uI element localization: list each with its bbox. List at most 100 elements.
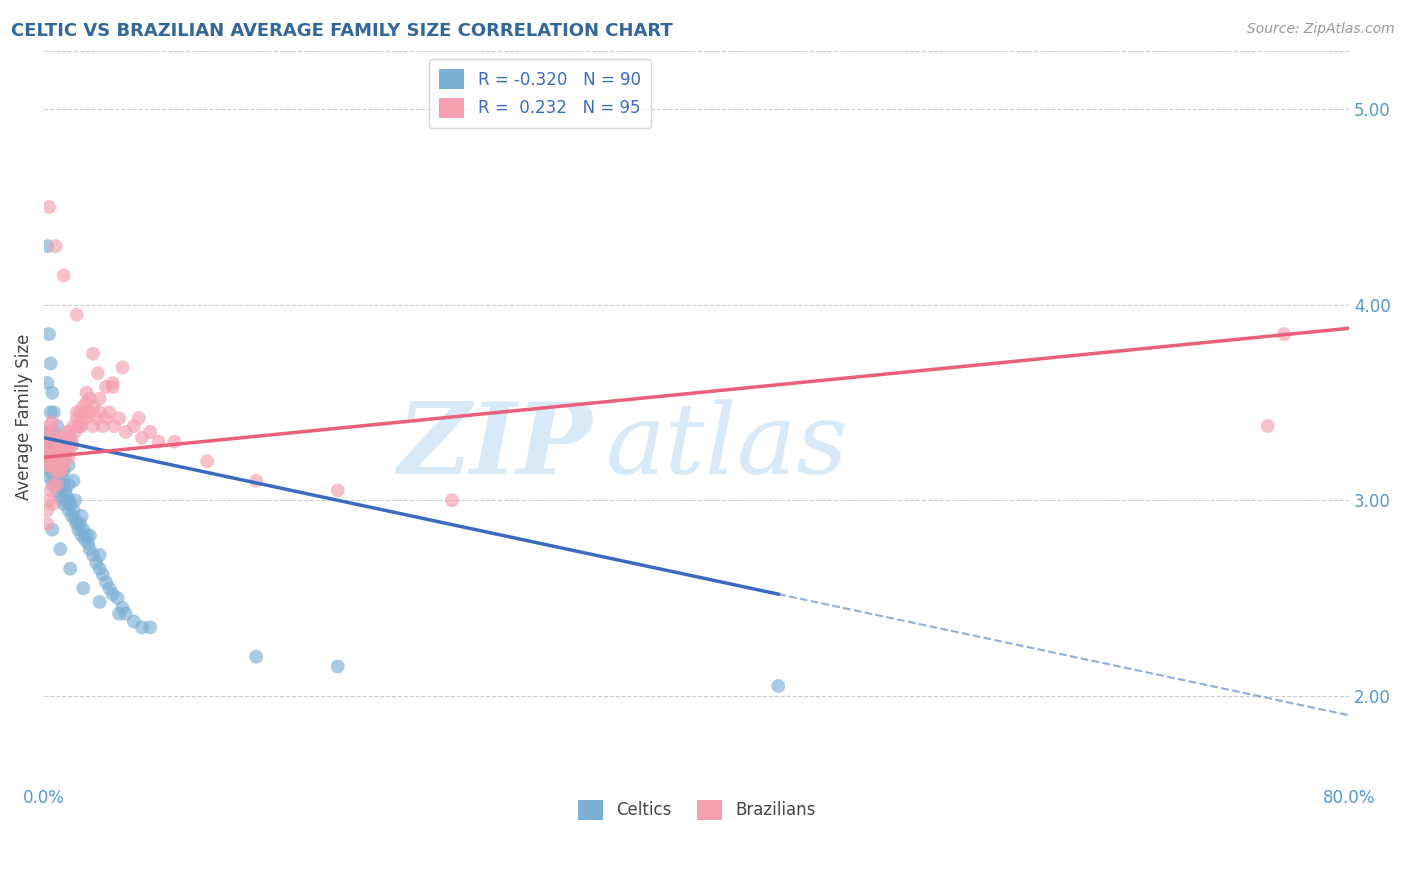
Point xyxy=(66,308,89,322)
Point xyxy=(66,516,89,531)
Point xyxy=(94,411,117,425)
Point xyxy=(51,470,73,484)
Point xyxy=(42,444,65,458)
Point xyxy=(38,493,60,508)
Point xyxy=(49,464,72,478)
Point xyxy=(49,489,72,503)
Point xyxy=(63,425,86,439)
Point xyxy=(49,542,72,557)
Point xyxy=(52,444,75,458)
Text: CELTIC VS BRAZILIAN AVERAGE FAMILY SIZE CORRELATION CHART: CELTIC VS BRAZILIAN AVERAGE FAMILY SIZE … xyxy=(11,22,673,40)
Point xyxy=(44,450,66,465)
Point xyxy=(139,425,162,439)
Point xyxy=(87,366,110,380)
Point xyxy=(62,503,84,517)
Point xyxy=(58,425,80,439)
Point xyxy=(38,419,60,434)
Point xyxy=(48,464,70,478)
Text: atlas: atlas xyxy=(606,399,848,494)
Point xyxy=(77,405,100,419)
Point xyxy=(48,444,70,458)
Point xyxy=(48,477,70,491)
Point xyxy=(58,503,80,517)
Point xyxy=(440,493,463,508)
Point xyxy=(46,434,69,449)
Point xyxy=(768,679,790,693)
Point xyxy=(53,483,76,498)
Point xyxy=(39,450,62,465)
Point xyxy=(42,470,65,484)
Point xyxy=(108,411,131,425)
Point xyxy=(59,562,82,576)
Point xyxy=(89,595,111,609)
Point xyxy=(39,425,62,439)
Point xyxy=(58,450,80,465)
Point xyxy=(56,489,79,503)
Point xyxy=(38,458,60,472)
Point xyxy=(60,438,83,452)
Point xyxy=(37,458,59,472)
Point xyxy=(39,450,62,465)
Point xyxy=(245,474,267,488)
Point xyxy=(38,327,60,342)
Point xyxy=(91,567,114,582)
Point xyxy=(70,508,93,523)
Point xyxy=(38,431,60,445)
Point xyxy=(46,454,69,468)
Point xyxy=(49,434,72,449)
Point xyxy=(41,438,63,452)
Point xyxy=(58,425,80,439)
Point xyxy=(53,438,76,452)
Point xyxy=(79,542,101,557)
Point xyxy=(77,536,100,550)
Point xyxy=(37,450,59,465)
Point xyxy=(82,419,104,434)
Point xyxy=(42,477,65,491)
Point xyxy=(139,620,162,634)
Point xyxy=(46,477,69,491)
Point xyxy=(73,411,96,425)
Point xyxy=(37,450,59,465)
Point xyxy=(91,419,114,434)
Point xyxy=(82,548,104,562)
Point xyxy=(37,376,59,390)
Point xyxy=(35,444,58,458)
Point xyxy=(44,239,66,253)
Point xyxy=(38,444,60,458)
Point xyxy=(44,450,66,465)
Point xyxy=(148,434,170,449)
Point xyxy=(60,508,83,523)
Point xyxy=(39,464,62,478)
Point xyxy=(1272,327,1295,342)
Point xyxy=(38,200,60,214)
Point xyxy=(46,483,69,498)
Point xyxy=(51,444,73,458)
Point xyxy=(86,556,108,570)
Point xyxy=(70,415,93,429)
Point xyxy=(195,454,218,468)
Point xyxy=(48,454,70,468)
Point xyxy=(38,438,60,452)
Text: ZIP: ZIP xyxy=(398,399,592,495)
Point xyxy=(122,419,145,434)
Point xyxy=(44,431,66,445)
Point xyxy=(89,562,111,576)
Point xyxy=(52,431,75,445)
Point xyxy=(66,411,89,425)
Point xyxy=(52,477,75,491)
Point xyxy=(37,516,59,531)
Point xyxy=(326,659,349,673)
Point xyxy=(37,434,59,449)
Point xyxy=(44,464,66,478)
Point xyxy=(82,400,104,414)
Point xyxy=(42,444,65,458)
Legend: Celtics, Brazilians: Celtics, Brazilians xyxy=(571,793,823,827)
Point xyxy=(76,528,98,542)
Point xyxy=(42,405,65,419)
Point xyxy=(62,419,84,434)
Point xyxy=(101,587,124,601)
Point xyxy=(103,419,125,434)
Point xyxy=(41,458,63,472)
Point xyxy=(38,470,60,484)
Point xyxy=(122,615,145,629)
